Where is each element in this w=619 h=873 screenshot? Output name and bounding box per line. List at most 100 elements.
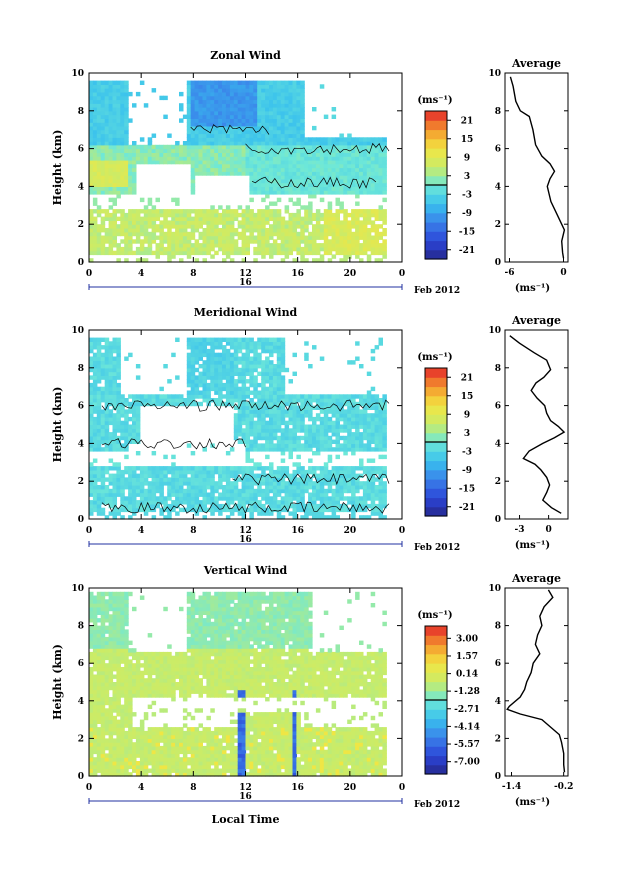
profile-y-label-3-5: 10 [488, 584, 501, 594]
y-tick-label-2-0: 0 [78, 515, 84, 525]
heatmap-cells-2 [89, 337, 387, 520]
y-tick-label-2-3: 6 [78, 402, 84, 412]
profile-y-label-2-3: 6 [495, 402, 501, 412]
date-axis-ends-1 [88, 284, 403, 290]
average-profile-1: Average 0 2 4 6 8 10 -6 0 (ms⁻¹) [488, 57, 569, 294]
profile-y-label-2-0: 0 [495, 515, 501, 525]
profile-x-label-3-1: -0.2 [554, 782, 573, 792]
x-tick-label-3-4: 16 [291, 783, 304, 793]
colorbar-2: (ms⁻¹) 21 15 9 3 -3 -9 -15 -21 [417, 352, 475, 517]
colorbar-tick-label-3-0: 3.00 [456, 634, 478, 644]
x-tick-label-1-5: 20 [344, 269, 357, 279]
profile-y-label-1-5: 10 [488, 69, 501, 79]
profile-unit-1: (ms⁻¹) [515, 283, 550, 294]
colorbar-tick-label-2-3: 3 [464, 429, 470, 439]
profile-line-2 [509, 335, 566, 514]
colorbar-tick-label-1-6: -15 [459, 227, 475, 237]
y-tick-label-2-5: 10 [71, 326, 84, 336]
y-axis-label-1: Height (km) [51, 130, 64, 206]
y-tick-label-1-2: 4 [78, 182, 84, 192]
colorbar-tick-label-2-1: 15 [461, 392, 474, 402]
profile-y-label-2-4: 8 [495, 364, 501, 374]
date-label-1: 16 [239, 278, 252, 288]
colorbar-tick-label-3-2: 0.14 [456, 670, 478, 680]
profile-x-label-1-0: -6 [505, 268, 515, 278]
y-tick-label-1-0: 0 [78, 258, 84, 268]
zero-contour-2 [101, 399, 390, 514]
zero-contour-1 [190, 124, 390, 190]
profile-title-1: Average [511, 57, 561, 70]
profile-y-label-1-0: 0 [495, 258, 501, 268]
date-label-2: 16 [239, 535, 252, 545]
y-tick-label-2-1: 2 [78, 477, 84, 487]
x-tick-label-1-2: 8 [190, 269, 196, 279]
profile-y-label-1-2: 4 [495, 182, 501, 192]
x-tick-label-2-2: 8 [190, 526, 196, 536]
x-tick-label-3-3: 12 [239, 783, 252, 793]
chart-title-3: Vertical Wind [203, 564, 288, 577]
profile-y-label-2-2: 4 [495, 439, 501, 449]
profile-x-label-1-1: 0 [560, 268, 566, 278]
x-axis-label-3: Local Time [212, 813, 280, 826]
profile-y-label-3-2: 4 [495, 697, 501, 707]
profile-frame-1 [504, 72, 569, 263]
profile-unit-2: (ms⁻¹) [515, 540, 550, 551]
x-tick-label-3-1: 4 [138, 783, 144, 793]
x-tick-label-1-1: 4 [138, 269, 144, 279]
x-tick-label-3-6: 0 [399, 783, 405, 793]
colorbar-tick-label-1-5: -9 [462, 209, 472, 219]
month-label-3: Feb 2012 [414, 800, 460, 810]
y-tick-label-1-1: 2 [78, 220, 84, 230]
profile-x-label-3-0: -1.4 [502, 782, 521, 792]
colorbar-tick-label-2-0: 21 [461, 373, 474, 383]
x-tick-label-3-0: 0 [86, 783, 92, 793]
colorbar-1: (ms⁻¹) 21 15 9 3 -3 -9 -15 -21 [417, 95, 475, 260]
chart-title-2: Meridional Wind [194, 306, 298, 319]
heatmap-cells-1 [89, 80, 387, 263]
profile-y-label-3-3: 6 [495, 659, 501, 669]
colorbar-unit-2: (ms⁻¹) [417, 352, 452, 363]
profile-y-label-2-5: 10 [488, 326, 501, 336]
x-tick-label-3-2: 8 [190, 783, 196, 793]
colorbar-tick-label-2-7: -21 [459, 503, 475, 513]
y-tick-label-3-3: 6 [78, 659, 84, 669]
y-tick-label-3-0: 0 [78, 772, 84, 782]
colorbar-tick-label-2-6: -15 [459, 484, 475, 494]
x-tick-label-2-4: 16 [291, 526, 304, 536]
colorbar-tick-label-3-5: -4.14 [454, 722, 480, 732]
profile-y-label-2-1: 2 [495, 477, 501, 487]
y-tick-label-1-5: 10 [71, 69, 84, 79]
x-tick-label-2-0: 0 [86, 526, 92, 536]
x-tick-label-1-3: 12 [239, 269, 252, 279]
profile-frame-2 [504, 329, 569, 520]
date-label-3: 16 [239, 792, 252, 802]
y-tick-label-1-3: 6 [78, 145, 84, 155]
profile-frame-3 [504, 587, 569, 777]
profile-y-label-3-0: 0 [495, 772, 501, 782]
x-tick-label-1-4: 16 [291, 269, 304, 279]
colorbar-tick-label-3-1: 1.57 [456, 652, 478, 662]
colorbar-unit-3: (ms⁻¹) [417, 610, 452, 621]
profile-title-3: Average [511, 572, 561, 585]
colorbar-tick-label-2-2: 9 [464, 410, 470, 420]
colorbar-tick-label-1-2: 9 [464, 153, 470, 163]
date-axis-ends-2 [88, 541, 403, 547]
x-tick-label-2-3: 12 [239, 526, 252, 536]
profile-y-label-3-4: 8 [495, 622, 501, 632]
profile-y-label-1-3: 6 [495, 145, 501, 155]
colorbar-tick-label-1-4: -3 [462, 190, 472, 200]
heatmap-cells-3 [89, 591, 387, 777]
y-tick-label-3-2: 4 [78, 697, 84, 707]
y-axis-label-3: Height (km) [51, 644, 64, 720]
colorbar-tick-label-1-1: 15 [461, 135, 474, 145]
y-tick-label-1-4: 8 [78, 107, 84, 117]
colorbar-3: (ms⁻¹) 3.00 1.57 0.14 -1.28 -2.71 -4.14 -5.57 -7… [417, 610, 480, 775]
x-tick-label-2-1: 4 [138, 526, 144, 536]
x-tick-label-2-6: 0 [399, 526, 405, 536]
profile-unit-3: (ms⁻¹) [515, 797, 550, 808]
x-tick-label-1-0: 0 [86, 269, 92, 279]
